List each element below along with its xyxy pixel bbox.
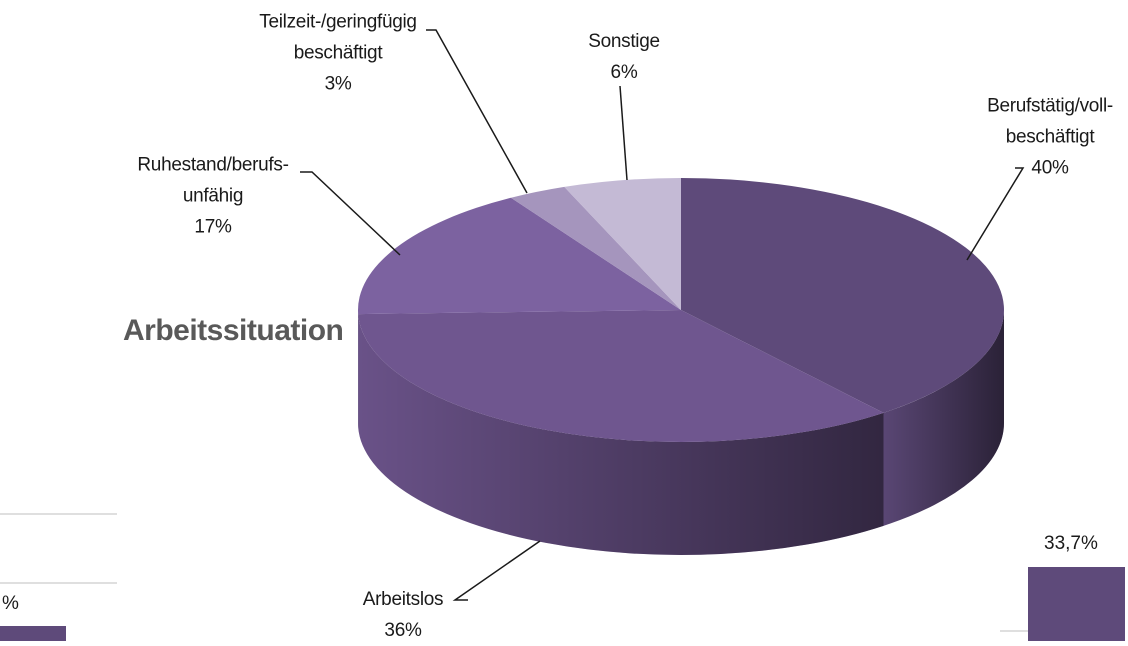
slice-label: Teilzeit-/geringfügig beschäftigt 3% [259,7,416,100]
slice-label: Berufstätig/voll- beschäftigt 40% [987,91,1113,184]
slice-label: Sonstige 6% [588,26,660,88]
pie-tops [358,178,1004,442]
value-label: 36% [384,620,421,641]
fragment-bar [1028,567,1125,641]
category-label: Arbeitslos [363,589,443,610]
leader-line [620,86,627,180]
value-label: 17% [194,217,231,238]
leader-line [300,172,400,255]
slice-label: Arbeitslos 36% [363,584,443,646]
value-label: 6% [611,62,638,83]
value-label: 40% [1031,158,1068,179]
leader-line [455,541,540,600]
category-label: Berufstätig/voll- beschäftigt [987,96,1113,148]
category-label: Sonstige [588,31,660,52]
slice-label: Ruhestand/berufs- unfähig 17% [137,150,288,243]
fragment-label: % [2,593,19,615]
value-label: 3% [325,74,352,95]
category-label: Teilzeit-/geringfügig beschäftigt [259,12,416,64]
fragment-label: 33,7% [1044,533,1098,555]
category-label: Ruhestand/berufs- unfähig [137,155,288,207]
chart-title: Arbeitssituation [123,314,343,348]
leader-line [426,30,527,193]
fragment-bar [0,626,66,641]
